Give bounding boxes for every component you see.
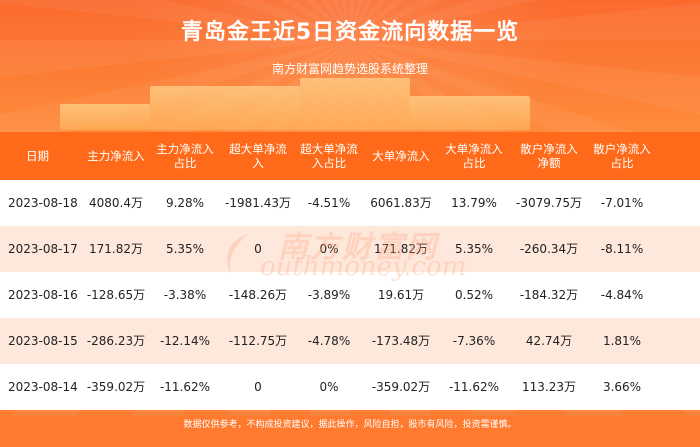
table-row: 2023-08-15 -286.23万 -12.14% -112.75万 -4.… xyxy=(0,318,700,364)
cell-xl-inflow: -1981.43万 xyxy=(225,195,291,210)
cell-retail-ratio: 1.81% xyxy=(602,333,642,348)
cell-xl-inflow: -148.26万 xyxy=(228,287,288,302)
col-header-retail-ratio: 散户净流入 占比 xyxy=(593,141,651,170)
cell-date: 2023-08-16 xyxy=(8,287,78,302)
background-blocks xyxy=(0,78,700,138)
cell-large-inflow: 171.82万 xyxy=(374,241,428,256)
col-header-main-ratio: 主力净流入 占比 xyxy=(156,141,214,170)
cell-main-inflow: 4080.4万 xyxy=(89,195,143,210)
cell-xl-inflow: 0 xyxy=(254,379,262,394)
col-header-large-ratio: 大单净流入 占比 xyxy=(445,141,503,170)
deco-block xyxy=(300,78,410,130)
cell-main-inflow: -286.23万 xyxy=(86,333,146,348)
cell-large-ratio: 5.35% xyxy=(454,241,494,256)
page-subtitle: 南方财富网趋势选股系统整理 xyxy=(271,62,428,76)
page-title: 青岛金王近5日资金流向数据一览 xyxy=(180,20,520,45)
cell-xl-ratio: -4.78% xyxy=(307,333,351,348)
col-header-xl-ratio: 超大单净流 入占比 xyxy=(300,141,358,170)
cell-retail-inflow: -184.32万 xyxy=(519,287,579,302)
cell-large-ratio: -11.62% xyxy=(448,379,500,394)
cell-date: 2023-08-18 xyxy=(8,195,78,210)
table-row: 2023-08-16 -128.65万 -3.38% -148.26万 -3.8… xyxy=(0,272,700,318)
col-header-retail-inflow: 散户净流入 净额 xyxy=(520,141,578,170)
col-header-date: 日期 xyxy=(26,148,49,163)
cell-retail-ratio: -4.84% xyxy=(600,287,644,302)
cell-date: 2023-08-17 xyxy=(8,241,78,256)
capital-flow-table: 日期 主力净流入 主力净流入 占比 超大单净流 入 超大单净流 入占比 大单净流… xyxy=(0,132,700,410)
cell-xl-ratio: 0% xyxy=(319,379,339,394)
cell-main-ratio: -3.38% xyxy=(163,287,207,302)
cell-main-ratio: 5.35% xyxy=(165,241,205,256)
cell-date: 2023-08-14 xyxy=(8,379,78,394)
cell-main-ratio: -12.14% xyxy=(159,333,211,348)
cell-retail-inflow: -3079.75万 xyxy=(516,195,582,210)
cell-xl-inflow: 0 xyxy=(254,241,262,256)
cell-xl-ratio: 0% xyxy=(319,241,339,256)
cell-xl-ratio: -3.89% xyxy=(307,287,351,302)
deco-block xyxy=(410,96,530,130)
cell-large-inflow: 19.61万 xyxy=(377,287,425,302)
deco-block xyxy=(150,86,300,130)
cell-retail-inflow: 113.23万 xyxy=(522,379,576,394)
table-row: 2023-08-14 -359.02万 -11.62% 0 0% -359.02… xyxy=(0,364,700,410)
cell-xl-ratio: -4.51% xyxy=(307,195,351,210)
cell-large-inflow: -173.48万 xyxy=(371,333,431,348)
cell-retail-ratio: 3.66% xyxy=(602,379,642,394)
cell-retail-inflow: 42.74万 xyxy=(525,333,573,348)
cell-large-inflow: 6061.83万 xyxy=(370,195,432,210)
cell-large-ratio: 13.79% xyxy=(451,195,497,210)
col-header-xl-inflow: 超大单净流 入 xyxy=(229,141,287,170)
cell-large-inflow: -359.02万 xyxy=(371,379,431,394)
cell-retail-ratio: -7.01% xyxy=(600,195,644,210)
cell-main-ratio: -11.62% xyxy=(159,379,211,394)
footer-disclaimer: 数据仅供参考，不构成投资建议，据此操作，风险自担，股市有风险，投资需谨慎。 xyxy=(0,416,700,447)
cell-main-ratio: 9.28% xyxy=(165,195,205,210)
cell-large-ratio: 0.52% xyxy=(454,287,494,302)
cell-large-ratio: -7.36% xyxy=(452,333,496,348)
cell-main-inflow: 171.82万 xyxy=(89,241,143,256)
cell-retail-ratio: -8.11% xyxy=(600,241,644,256)
cell-date: 2023-08-15 xyxy=(8,333,78,348)
deco-block xyxy=(60,104,150,130)
cell-main-inflow: -128.65万 xyxy=(86,287,146,302)
cell-retail-inflow: -260.34万 xyxy=(519,241,579,256)
col-header-main-inflow: 主力净流入 xyxy=(87,148,145,163)
table-row: 2023-08-17 171.82万 5.35% 0 0% 171.82万 5.… xyxy=(0,226,700,272)
table-row: 2023-08-18 4080.4万 9.28% -1981.43万 -4.51… xyxy=(0,180,700,226)
cell-main-inflow: -359.02万 xyxy=(86,379,146,394)
cell-xl-inflow: -112.75万 xyxy=(228,333,288,348)
col-header-large-inflow: 大单净流入 xyxy=(372,148,430,163)
table-header: 日期 主力净流入 主力净流入 占比 超大单净流 入 超大单净流 入占比 大单净流… xyxy=(0,132,700,180)
